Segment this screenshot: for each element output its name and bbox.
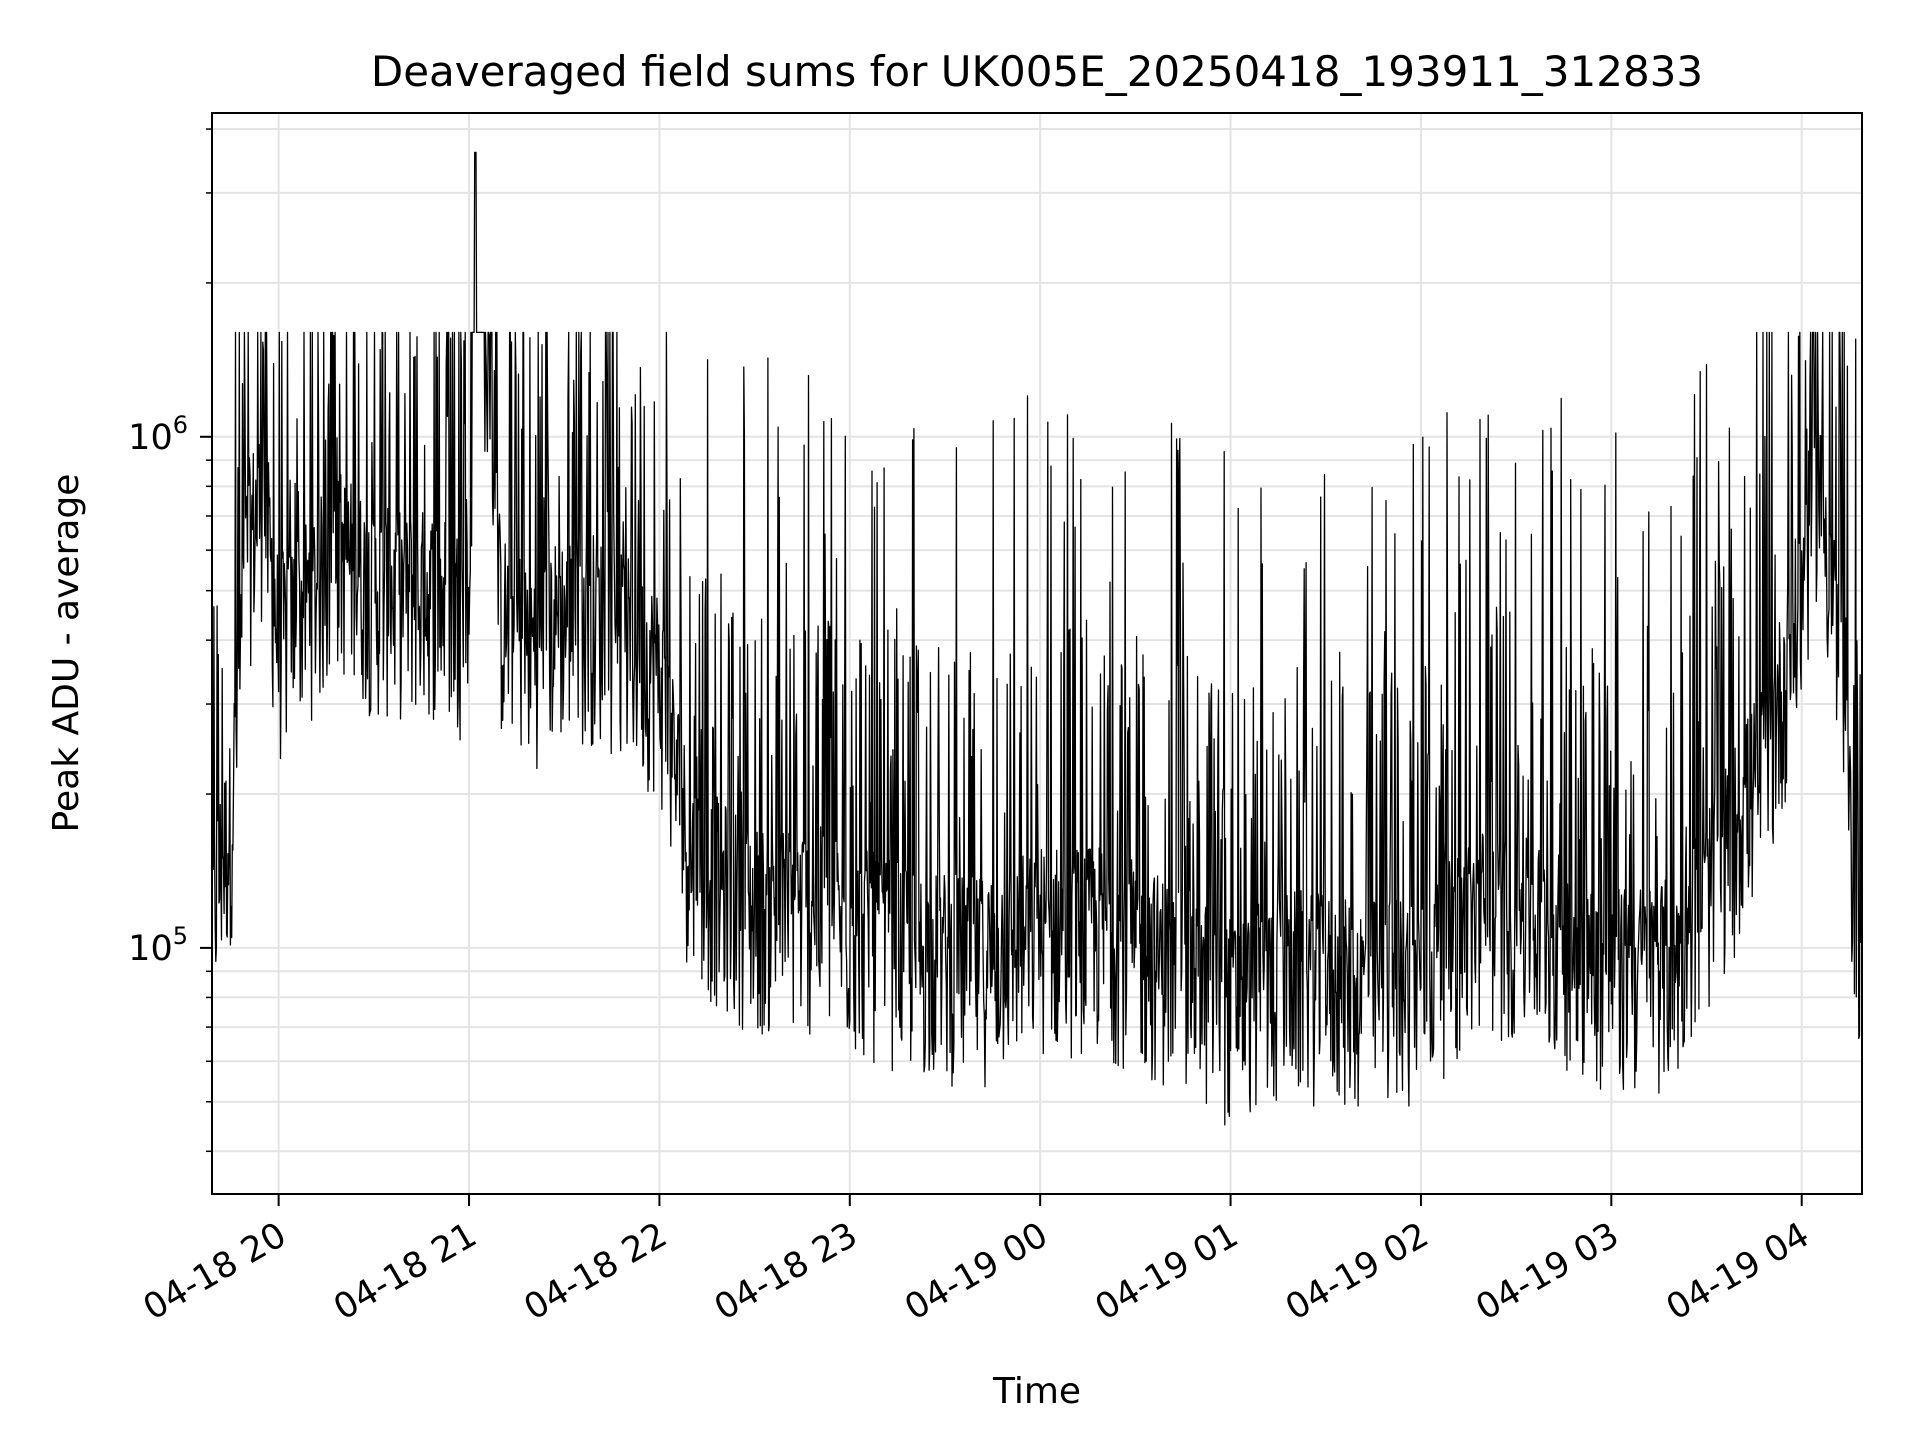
y-tick-base: 10 <box>128 929 173 969</box>
y-tick-label: 105 <box>128 922 188 969</box>
x-axis-label: Time <box>992 1371 1081 1412</box>
plot-frame <box>211 112 1863 1195</box>
y-tick-exponent: 5 <box>173 922 188 950</box>
y-axis-label: Peak ADU - average <box>46 474 87 833</box>
y-tick-exponent: 6 <box>173 411 188 439</box>
series-layer <box>211 151 1863 1126</box>
y-tick-base: 10 <box>128 418 173 458</box>
y-tick-label: 106 <box>128 411 188 458</box>
chart-title: Deaveraged field sums for UK005E_2025041… <box>371 47 1703 96</box>
series-line <box>211 151 1863 1126</box>
